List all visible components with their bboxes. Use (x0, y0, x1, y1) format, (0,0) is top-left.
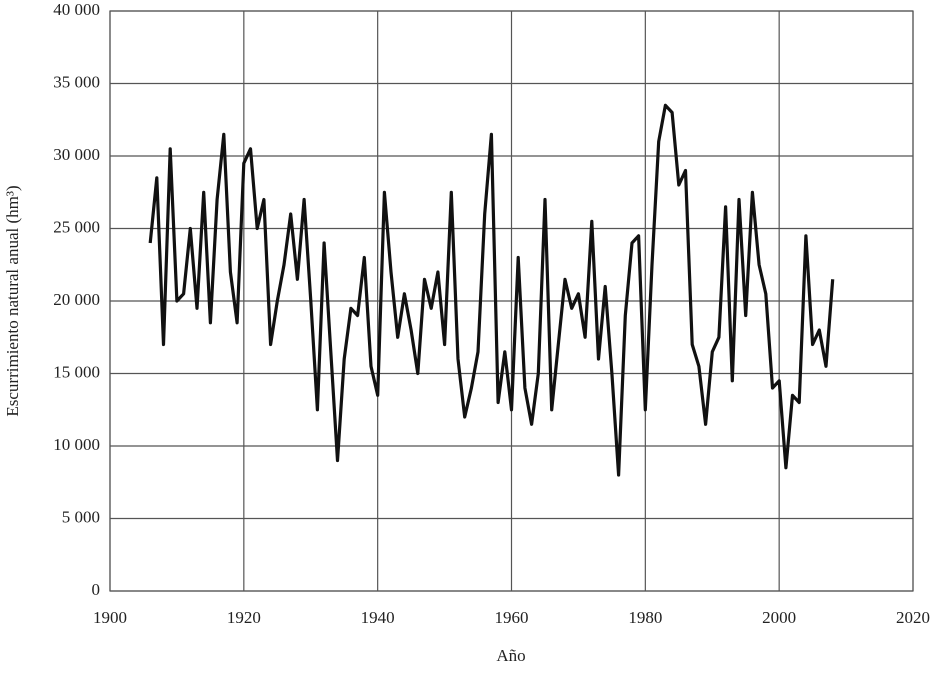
x-tick-label: 1900 (93, 608, 127, 627)
data-line (148, 103, 835, 477)
y-tick-label: 0 (92, 580, 101, 599)
x-tick-label: 2000 (762, 608, 796, 627)
x-tick-label: 1920 (227, 608, 261, 627)
x-tick-label: 1980 (628, 608, 662, 627)
y-tick-label: 35 000 (53, 72, 100, 91)
y-tick-label: 5 000 (62, 507, 100, 526)
y-tick-label: 25 000 (53, 217, 100, 236)
x-tick-label: 1960 (495, 608, 529, 627)
y-tick-label: 20 000 (53, 290, 100, 309)
x-tick-label: 1940 (361, 608, 395, 627)
y-tick-label: 15 000 (53, 362, 100, 381)
y-tick-label: 40 000 (53, 0, 100, 19)
y-tick-label: 30 000 (53, 145, 100, 164)
y-tick-label: 10 000 (53, 435, 100, 454)
x-tick-label: 2020 (896, 608, 930, 627)
x-axis-label: Año (496, 646, 525, 665)
y-axis-label: Escurrimiento natural anual (hm³) (3, 185, 22, 416)
